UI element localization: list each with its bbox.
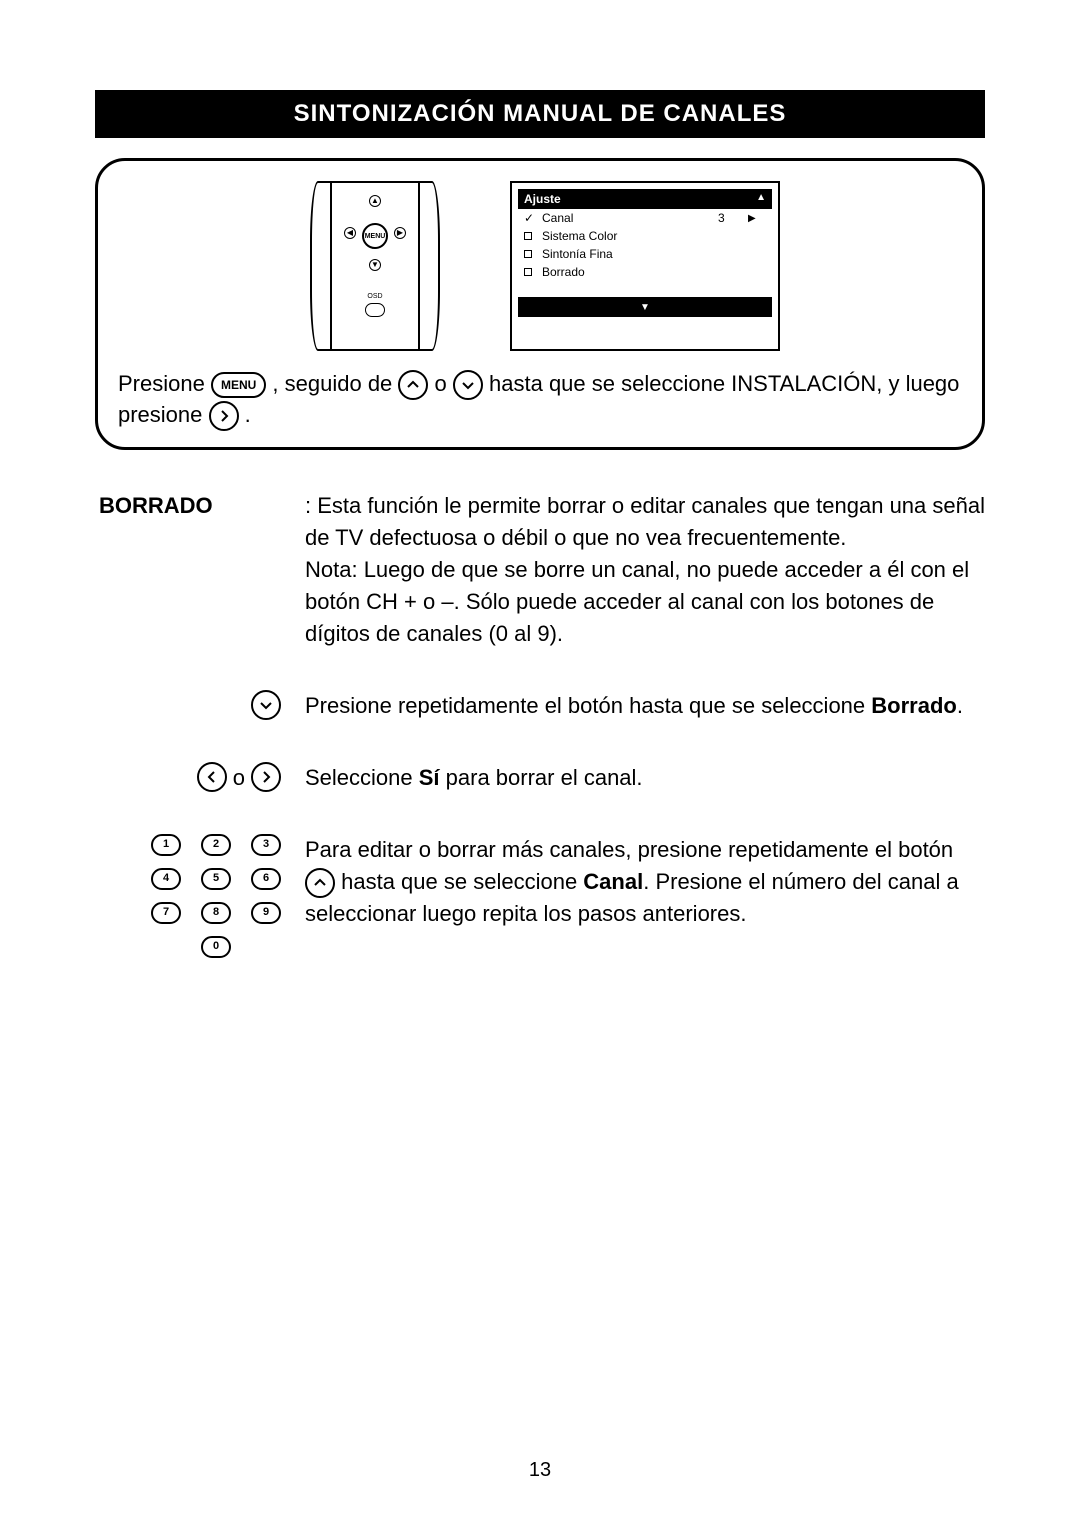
osd-title: Ajuste xyxy=(524,192,561,206)
osd-item-borrado: Borrado xyxy=(518,263,772,281)
section-borrado: BORRADO : Esta función le permite borrar… xyxy=(95,490,985,649)
text: Seleccione xyxy=(305,765,419,790)
key-3: 3 xyxy=(251,834,281,856)
down-button-icon xyxy=(251,690,281,720)
check-icon: ✓ xyxy=(524,211,542,225)
borrado-label: BORRADO xyxy=(95,490,285,649)
key-9: 9 xyxy=(251,902,281,924)
figure-instruction: Presione MENU , seguido de o hasta que s… xyxy=(118,369,962,431)
up-button-icon xyxy=(305,868,335,898)
osd-down-icon: ▼ xyxy=(640,302,650,313)
square-icon xyxy=(524,268,532,276)
osd-item-value: 3 xyxy=(718,211,748,225)
text: Presione repetidamente el botón hasta qu… xyxy=(305,693,871,718)
section-down: Presione repetidamente el botón hasta qu… xyxy=(95,690,985,722)
square-icon xyxy=(524,250,532,258)
borrado-text: : Esta función le permite borrar o edita… xyxy=(305,490,985,649)
text: Para editar o borrar más canales, presio… xyxy=(305,837,953,862)
remote-menu-button: MENU xyxy=(362,223,388,249)
osd-item-sintonia: Sintonía Fina xyxy=(518,245,772,263)
remote-aux-button xyxy=(365,303,385,317)
text: o xyxy=(435,371,453,396)
step-lr-text: Seleccione Sí para borrar el canal. xyxy=(305,762,985,794)
text: hasta que se seleccione xyxy=(341,869,583,894)
step-down-text: Presione repetidamente el botón hasta qu… xyxy=(305,690,985,722)
up-button-icon xyxy=(398,370,428,400)
text-bold: Canal xyxy=(583,869,643,894)
menu-button-icon: MENU xyxy=(211,372,266,398)
step-keypad-text: Para editar o borrar más canales, presio… xyxy=(305,834,985,958)
osd-up-icon: ▲ xyxy=(756,192,766,206)
left-button-icon xyxy=(197,762,227,792)
remote-illustration: ▲ ▼ ◀ ▶ MENU OSD xyxy=(300,181,450,351)
remote-down-icon: ▼ xyxy=(369,259,381,271)
osd-item-label: Borrado xyxy=(542,265,718,279)
page-number: 13 xyxy=(0,1459,1080,1482)
key-2: 2 xyxy=(201,834,231,856)
text: para borrar el canal. xyxy=(440,765,643,790)
osd-item-label: Sistema Color xyxy=(542,229,718,243)
right-button-icon xyxy=(209,401,239,431)
section-lr: o Seleccione Sí para borrar el canal. xyxy=(95,762,985,794)
key-4: 4 xyxy=(151,868,181,890)
down-button-icon xyxy=(453,370,483,400)
key-1: 1 xyxy=(151,834,181,856)
osd-header: Ajuste ▲ xyxy=(518,189,772,209)
figure-box: ▲ ▼ ◀ ▶ MENU OSD Ajuste ▲ ✓ Canal xyxy=(95,158,985,450)
osd-item-label: Sintonía Fina xyxy=(542,247,718,261)
key-6: 6 xyxy=(251,868,281,890)
text: , seguido de xyxy=(272,371,398,396)
osd-footer: ▼ xyxy=(518,297,772,317)
remote-left-icon: ◀ xyxy=(344,227,356,239)
text: . xyxy=(245,402,251,427)
osd-item-label: Canal xyxy=(542,211,718,225)
right-button-icon xyxy=(251,762,281,792)
osd-item-canal: ✓ Canal 3 ▶ xyxy=(518,209,772,227)
remote-osd-label: OSD xyxy=(367,293,382,300)
keypad: 1 2 3 4 5 6 7 8 9 0 xyxy=(95,834,285,958)
key-5: 5 xyxy=(201,868,231,890)
remote-up-icon: ▲ xyxy=(369,195,381,207)
text: Presione xyxy=(118,371,211,396)
page-title: SINTONIZACIÓN MANUAL DE CANALES xyxy=(95,90,985,138)
text-o: o xyxy=(233,762,245,794)
section-keypad: 1 2 3 4 5 6 7 8 9 0 Para editar o borrar… xyxy=(95,834,985,958)
key-0: 0 xyxy=(201,936,231,958)
text-bold: Borrado xyxy=(871,693,957,718)
osd-menu: Ajuste ▲ ✓ Canal 3 ▶ Sistema Color Sinto… xyxy=(510,181,780,351)
key-8: 8 xyxy=(201,902,231,924)
remote-right-icon: ▶ xyxy=(394,227,406,239)
osd-item-sistema: Sistema Color xyxy=(518,227,772,245)
key-7: 7 xyxy=(151,902,181,924)
text: . xyxy=(957,693,963,718)
text-bold: Sí xyxy=(419,765,440,790)
osd-right-icon: ▶ xyxy=(748,213,766,224)
square-icon xyxy=(524,232,532,240)
